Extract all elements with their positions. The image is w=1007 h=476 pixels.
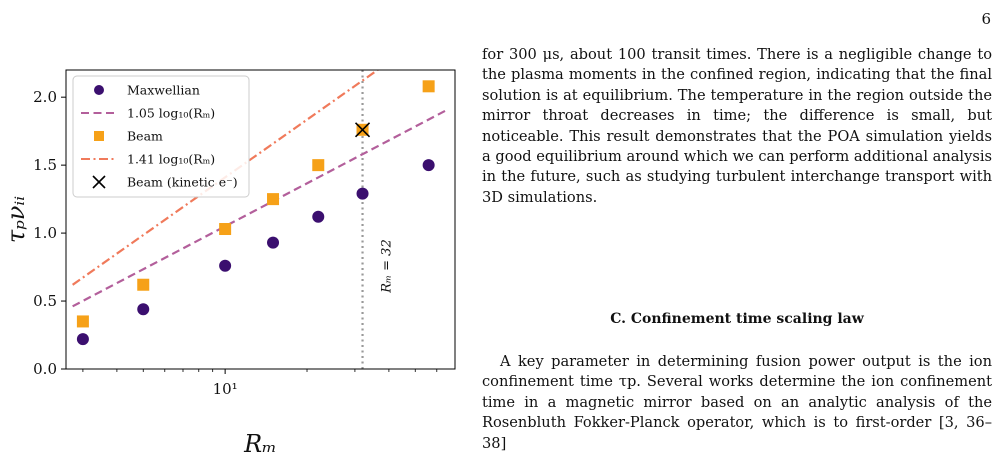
maxwellian-point-3 xyxy=(267,236,280,249)
maxwellian-point-1 xyxy=(137,303,150,316)
x-tick-label-0: 10¹ xyxy=(213,380,238,398)
plot-frame xyxy=(65,69,456,370)
legend-label-2: Beam xyxy=(127,129,163,144)
maxwellian-point-4 xyxy=(312,210,325,223)
beam-point-0 xyxy=(76,315,89,328)
legend-box xyxy=(72,75,250,198)
beam-point-2 xyxy=(219,223,232,236)
beam-kinetic-e--point-0 xyxy=(354,122,371,138)
reference-line-label: Rₘ = 32 xyxy=(380,239,395,293)
text-column: for 300 μs, about 100 transit times. The… xyxy=(482,45,992,208)
beam-point-1 xyxy=(137,278,150,291)
maxwellian-point-0 xyxy=(76,333,89,346)
beam-point-6 xyxy=(422,80,435,93)
legend-label-1: 1.05 log₁₀(Rₘ) xyxy=(127,106,215,121)
legend-marker-4 xyxy=(92,175,106,189)
beam-point-3 xyxy=(267,193,280,206)
legend-label-0: Maxwellian xyxy=(127,83,200,98)
y-tick-label-1: 0.5 xyxy=(33,292,57,310)
paragraph-confinement: A key parameter in determining fusion po… xyxy=(482,353,992,452)
beam-point-4 xyxy=(312,159,325,172)
paragraph-equilibrium: for 300 μs, about 100 transit times. The… xyxy=(482,46,992,206)
figure: Rₘ = 32 0.0 0.5 1.0 1.5 2.0 10¹ Rₘ τₚνᵢᵢ Maxwel… xyxy=(0,0,470,472)
fit-line-0 xyxy=(72,108,449,308)
page-number: 6 xyxy=(981,10,991,28)
maxwellian-point-6 xyxy=(422,159,435,172)
maxwellian-point-2 xyxy=(219,259,232,272)
y-axis-label: τₚνᵢᵢ xyxy=(2,196,30,243)
legend-label-3: 1.41 log₁₀(Rₘ) xyxy=(127,152,215,167)
x-axis-label: Rₘ xyxy=(243,430,277,458)
legend-marker-2 xyxy=(94,131,104,141)
fit-line-1 xyxy=(71,70,380,286)
legend-marker-0 xyxy=(94,85,104,95)
legend-label-4: Beam (kinetic e⁻) xyxy=(127,175,238,190)
confinement-scaling-chart: Rₘ = 32 0.0 0.5 1.0 1.5 2.0 10¹ Rₘ τₚνᵢᵢ Maxwel… xyxy=(2,69,456,458)
maxwellian-point-5 xyxy=(356,187,369,200)
y-tick-label-2: 1.0 xyxy=(33,224,57,242)
y-tick-label-0: 0.0 xyxy=(33,360,57,378)
y-tick-label-3: 1.5 xyxy=(33,156,57,174)
y-tick-label-4: 2.0 xyxy=(33,88,57,106)
beam-kinetic-e--point-0-stroke-b xyxy=(354,122,371,138)
section-heading: C. Confinement time scaling law xyxy=(610,311,864,327)
legend-marker-4-stroke-b xyxy=(92,175,106,189)
